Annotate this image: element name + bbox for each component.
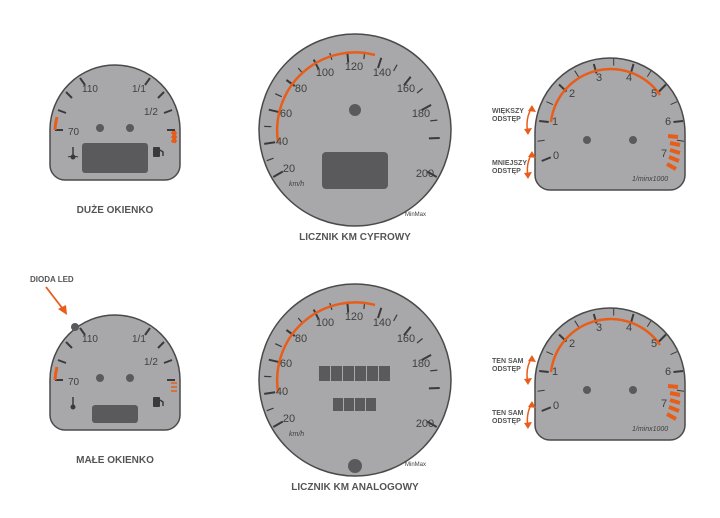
- svg-text:7: 7: [661, 398, 667, 410]
- tach-3: 3: [596, 72, 602, 84]
- digital-odometer-window: [322, 152, 388, 189]
- speed-160: 160: [397, 83, 415, 95]
- speed-80: 80: [295, 83, 307, 95]
- led-dot: [71, 323, 79, 331]
- caption-small-window: MAŁE OKIENKO: [40, 455, 190, 466]
- fuel-half: 1/2: [144, 107, 158, 118]
- tach-arrows-top: [492, 95, 537, 185]
- tach-7: 7: [661, 148, 667, 160]
- fuel-full: 1/1: [132, 84, 146, 95]
- svg-text:200: 200: [416, 418, 434, 430]
- maker: MinMax: [405, 212, 426, 218]
- svg-text:2: 2: [569, 338, 575, 350]
- svg-text:120: 120: [345, 311, 363, 323]
- speed-60: 60: [280, 108, 292, 120]
- speed-unit: km/h: [289, 181, 304, 188]
- svg-text:4: 4: [626, 322, 632, 334]
- svg-text:1/1: 1/1: [132, 334, 146, 345]
- tach-0: 0: [553, 150, 559, 162]
- svg-text:40: 40: [276, 386, 288, 398]
- svg-text:110: 110: [82, 334, 98, 345]
- svg-text:1/2: 1/2: [144, 357, 158, 368]
- temp-110: 110: [82, 84, 98, 95]
- tach-4: 4: [626, 72, 632, 84]
- tach-2: 2: [569, 88, 575, 100]
- svg-text:5: 5: [651, 338, 657, 350]
- svg-text:180: 180: [412, 358, 430, 370]
- speedometer-analog: 20 40 60 80 100 120 140 160 180 200 km/h…: [255, 280, 455, 480]
- caption-speedo-analog: LICZNIK KM ANALOGOWY: [255, 482, 455, 493]
- speed-20: 20: [283, 163, 295, 175]
- svg-text:3: 3: [596, 322, 602, 334]
- tach-6: 6: [665, 116, 671, 128]
- svg-text:1/minx1000: 1/minx1000: [632, 426, 668, 433]
- svg-text:60: 60: [280, 358, 292, 370]
- svg-text:100: 100: [316, 317, 334, 329]
- speed-120: 120: [345, 61, 363, 73]
- speed-180: 180: [412, 108, 430, 120]
- svg-text:20: 20: [283, 413, 295, 425]
- svg-text:160: 160: [397, 333, 415, 345]
- svg-text:1: 1: [552, 366, 558, 378]
- speed-140: 140: [373, 67, 391, 79]
- large-odometer-window: [82, 143, 148, 173]
- svg-text:140: 140: [373, 317, 391, 329]
- small-odometer-window: [92, 405, 138, 423]
- tachometer-bottom: 0 1 2 3 4 5 6 7 1/minx1000: [530, 305, 690, 455]
- temp-70: 70: [68, 127, 80, 138]
- tachometer-top: 0 1 2 3 4 5 6 7 1/minx1000: [530, 55, 690, 205]
- tach-5: 5: [651, 88, 657, 100]
- tach-unit: 1/minx1000: [632, 176, 668, 183]
- speed-40: 40: [276, 136, 288, 148]
- tach-arrows-bottom: [492, 345, 537, 435]
- speed-100: 100: [316, 67, 334, 79]
- svg-text:80: 80: [295, 333, 307, 345]
- svg-text:0: 0: [553, 400, 559, 412]
- svg-text:km/h: km/h: [289, 431, 304, 438]
- caption-speedo-digital: LICZNIK KM CYFROWY: [255, 232, 455, 243]
- temp-fuel-gauge-small-window: 70 110 1/2 1/1: [40, 305, 190, 445]
- svg-text:6: 6: [665, 366, 671, 378]
- caption-large-window: DUŻE OKIENKO: [40, 205, 190, 216]
- svg-text:MinMax: MinMax: [405, 462, 426, 468]
- speed-200: 200: [416, 168, 434, 180]
- tach-1: 1: [552, 116, 558, 128]
- temp-fuel-gauge-large-window: 70 110 1/2 1/1: [40, 55, 190, 195]
- svg-text:70: 70: [68, 377, 80, 388]
- speedometer-digital: 20 40 60 80 100 120 140 160 180 200 km/h…: [255, 30, 455, 230]
